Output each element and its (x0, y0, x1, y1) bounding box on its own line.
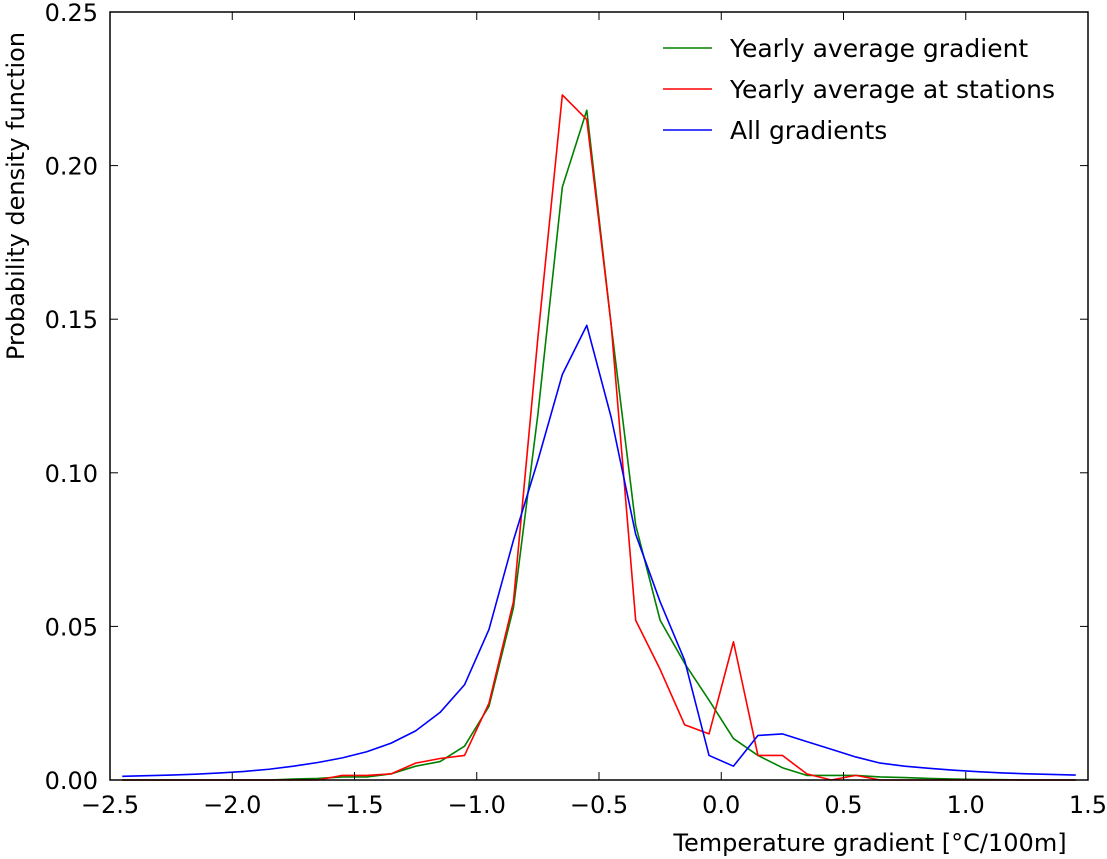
series-layer (122, 94, 1076, 781)
series-line-2 (122, 94, 1076, 781)
x-tick-label: 0.5 (824, 791, 862, 819)
y-tick-label: 0.10 (45, 460, 98, 488)
legend-label-2: Yearly average at stations (729, 75, 1055, 104)
legend-label-1: Yearly average gradient (729, 34, 1028, 63)
x-tick-label: −2.5 (81, 791, 139, 819)
x-tick-label: −0.5 (570, 791, 628, 819)
series-line-3 (122, 324, 1076, 778)
x-tick-label: 1.5 (1069, 791, 1107, 819)
y-tick-label: 0.25 (45, 0, 98, 27)
y-tick-label: 0.15 (45, 306, 98, 334)
x-tick-label: −2.0 (203, 791, 261, 819)
y-axis-label: Probability density function (2, 32, 30, 360)
x-tick-label: 0.0 (702, 791, 740, 819)
series-line-1 (122, 109, 1076, 781)
y-tick-label: 0.00 (45, 767, 98, 795)
ticks-layer: −2.5 −2.0 −1.5 −1.0 −0.5 0.0 0.5 1.0 1.5 0.00 0.05… (45, 0, 1107, 819)
x-axis-label: Temperature gradient [°C/100m] (672, 829, 1066, 857)
plot-frame (109, 11, 1089, 781)
x-tick-label: −1.5 (325, 791, 383, 819)
legend: Yearly average gradient Yearly average at… (663, 34, 1055, 145)
y-tick-label: 0.20 (45, 153, 98, 181)
legend-label-3: All gradients (730, 116, 887, 145)
x-tick-label: 1.0 (947, 791, 985, 819)
x-tick-label: −1.0 (448, 791, 506, 819)
y-tick-label: 0.05 (45, 613, 98, 641)
